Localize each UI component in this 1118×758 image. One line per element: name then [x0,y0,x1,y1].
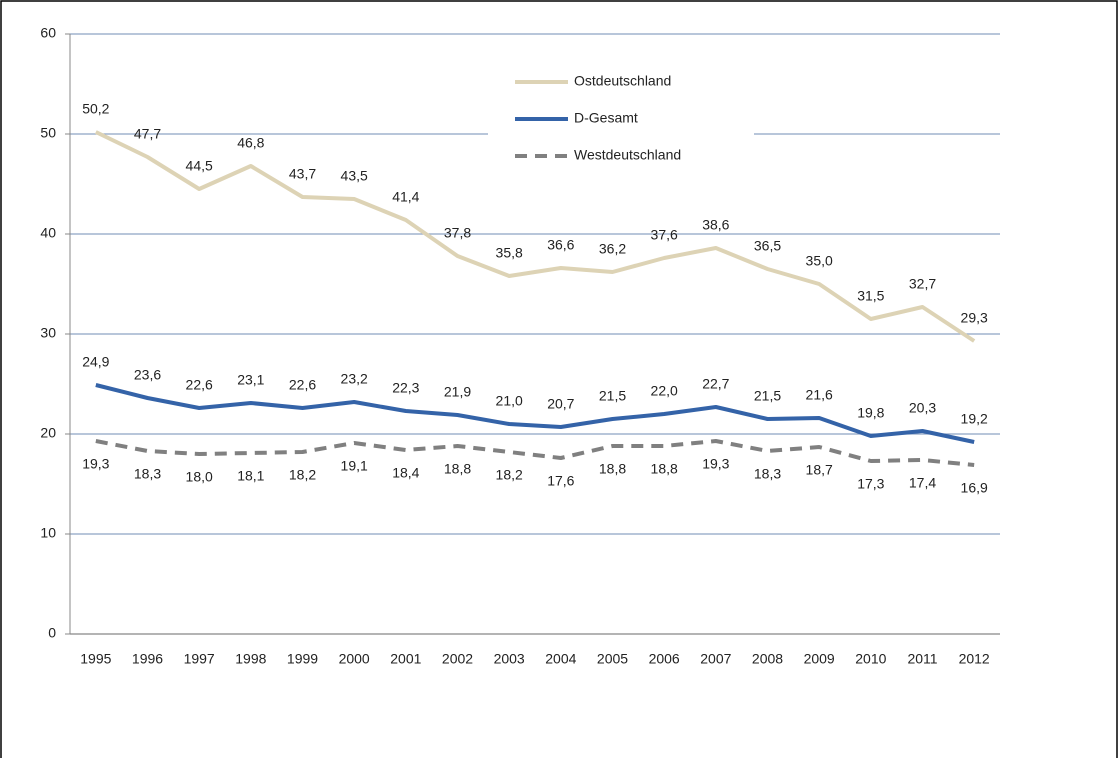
data-label: 21,5 [754,388,781,404]
legend-label: D-Gesamt [574,110,638,126]
x-tick-label: 2008 [752,651,783,667]
legend-label: Westdeutschland [574,147,681,163]
series-line [95,439,975,467]
data-label: 24,9 [82,354,109,370]
data-label: 17,6 [547,473,574,489]
data-label: 17,3 [857,476,884,492]
data-label: 16,9 [961,480,988,496]
x-tick-label: 1996 [132,651,163,667]
data-label: 20,7 [547,396,574,412]
x-tick-label: 2010 [855,651,886,667]
y-tick-label: 50 [40,125,56,141]
data-label: 18,1 [237,468,264,484]
data-label: 41,4 [392,189,419,205]
x-tick-label: 2011 [907,651,937,667]
legend-label: Ostdeutschland [574,73,671,89]
x-tick-label: 2005 [597,651,628,667]
x-tick-label: 1995 [80,651,111,667]
data-label: 23,1 [237,372,264,388]
data-label: 50,2 [82,101,109,117]
x-tick-label: 2004 [545,651,576,667]
data-label: 43,5 [341,168,368,184]
data-label: 36,2 [599,241,626,257]
data-label: 43,7 [289,166,316,182]
data-label: 21,5 [599,388,626,404]
data-label: 37,6 [651,227,678,243]
data-label: 46,8 [237,135,264,151]
data-label: 35,0 [806,253,833,269]
data-label: 18,3 [134,466,161,482]
x-tick-label: 2006 [649,651,680,667]
data-label: 35,8 [496,245,523,261]
data-label: 18,8 [444,461,471,477]
data-label: 17,4 [909,475,936,491]
data-label: 19,3 [702,456,729,472]
data-label: 22,3 [392,380,419,396]
y-tick-label: 40 [40,225,56,241]
data-label: 36,6 [547,237,574,253]
x-tick-label: 1998 [235,651,266,667]
data-label: 47,7 [134,126,161,142]
data-label: 23,2 [341,371,368,387]
x-tick-label: 2000 [339,651,370,667]
x-tick-label: 1997 [184,651,215,667]
x-tick-label: 2002 [442,651,473,667]
data-label: 18,7 [806,462,833,478]
data-label: 22,7 [702,376,729,392]
data-label: 18,2 [289,467,316,483]
series-line [94,130,976,343]
data-label: 22,6 [186,377,213,393]
data-label: 21,9 [444,384,471,400]
data-label: 18,4 [392,465,419,481]
x-tick-label: 2009 [804,651,835,667]
x-tick-label: 2001 [390,651,421,667]
data-label: 36,5 [754,238,781,254]
data-label: 44,5 [186,158,213,174]
data-label: 18,8 [599,461,626,477]
data-label: 22,0 [651,383,678,399]
data-label: 19,8 [857,405,884,421]
data-label: 23,6 [134,367,161,383]
data-label: 31,5 [857,288,884,304]
data-label: 29,3 [961,310,988,326]
data-label: 18,3 [754,466,781,482]
y-tick-label: 60 [40,25,56,41]
data-label: 20,3 [909,400,936,416]
data-label: 18,8 [651,461,678,477]
data-label: 19,1 [341,458,368,474]
y-tick-label: 0 [48,625,56,641]
data-label: 22,6 [289,377,316,393]
data-label: 32,7 [909,276,936,292]
data-label: 19,3 [82,456,109,472]
y-tick-label: 30 [40,325,56,341]
data-label: 38,6 [702,217,729,233]
data-label: 21,6 [806,387,833,403]
data-label: 21,0 [496,393,523,409]
data-label: 18,2 [496,467,523,483]
x-tick-label: 2007 [700,651,731,667]
data-label: 37,8 [444,225,471,241]
data-label: 18,0 [186,469,213,485]
data-label: 19,2 [961,411,988,427]
x-tick-label: 1999 [287,651,318,667]
x-tick-label: 2003 [494,651,525,667]
y-tick-label: 10 [40,525,56,541]
series-line [95,383,975,444]
y-tick-label: 20 [40,425,56,441]
x-tick-label: 2012 [959,651,990,667]
